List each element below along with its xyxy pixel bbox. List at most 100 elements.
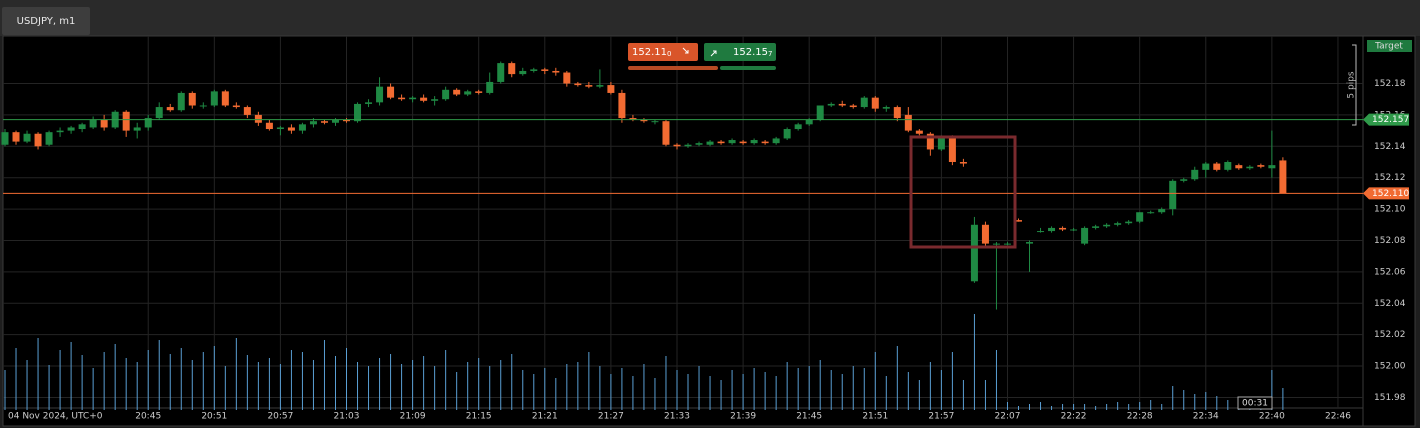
candle-body — [530, 69, 538, 71]
bid-pip[interactable]: 0 — [667, 50, 671, 58]
date-label: 04 Nov 2024, UTC+0 — [8, 412, 103, 422]
candle-body — [948, 136, 956, 162]
candle-body — [904, 114, 912, 131]
candle-body — [871, 97, 879, 109]
y-tick-label: 152.14 — [1374, 142, 1406, 152]
candle-body — [981, 224, 989, 244]
candle-body — [298, 124, 306, 131]
x-tick-label: 21:03 — [334, 412, 360, 422]
x-tick-label: 21:27 — [598, 412, 624, 422]
candle-body — [133, 127, 141, 131]
candle-body — [695, 143, 703, 145]
candle-body — [1081, 227, 1089, 244]
candle-body — [1213, 163, 1221, 170]
candle-body — [640, 119, 648, 122]
candle-body — [926, 133, 934, 150]
candle-body — [287, 127, 295, 131]
candle-body — [1257, 165, 1265, 167]
candle-body — [23, 133, 31, 142]
sell-bar — [628, 66, 718, 70]
candle-body — [541, 69, 549, 71]
x-tick-label: 21:15 — [466, 412, 492, 422]
candle-body — [1125, 221, 1133, 224]
candle-body — [78, 124, 86, 130]
candle-body — [199, 105, 207, 107]
chart-tab[interactable] — [2, 7, 90, 35]
candle-body — [343, 119, 351, 122]
candle-body — [1114, 223, 1122, 225]
bid-main[interactable]: 152.11 — [632, 47, 667, 58]
candle-body — [1235, 165, 1243, 169]
buy-button[interactable] — [704, 43, 776, 61]
candle-body — [1037, 231, 1045, 233]
candle-body — [1169, 180, 1177, 210]
timer-box — [1237, 396, 1273, 410]
candle-body — [331, 119, 339, 123]
x-tick-label: 21:51 — [862, 412, 888, 422]
pips-bracket — [1352, 44, 1357, 126]
candle-body — [354, 103, 362, 122]
candle-body — [12, 132, 20, 142]
bid-price[interactable]: 152.110 — [632, 47, 671, 58]
x-tick-label: 21:39 — [730, 412, 756, 422]
candle-body — [585, 85, 593, 87]
candle-body — [387, 86, 395, 98]
candle-body — [56, 130, 64, 133]
tab-title[interactable]: USDJPY, m1 — [17, 16, 76, 27]
candle-body — [596, 85, 604, 87]
candle-body — [563, 72, 571, 84]
candle-body — [166, 107, 174, 111]
candle-timer: 00:31 — [1242, 399, 1268, 409]
candle-body — [1136, 212, 1144, 222]
candle-body — [309, 121, 317, 125]
candle-body — [717, 141, 725, 144]
candle-body — [1092, 226, 1100, 228]
highlight-box — [909, 135, 1017, 249]
candle-body — [475, 91, 483, 93]
x-tick-label: 22:46 — [1325, 412, 1351, 422]
candle-body — [34, 133, 42, 147]
candle-body — [1026, 242, 1034, 244]
candle-body — [1103, 224, 1111, 227]
x-tick-label: 21:57 — [928, 412, 954, 422]
x-tick-label: 22:22 — [1061, 412, 1087, 422]
candle-body — [684, 144, 692, 147]
chart-area — [2, 35, 1416, 427]
target-tag — [1367, 40, 1412, 52]
price-tag-label: 152.110 — [1372, 189, 1409, 199]
ask-pip[interactable]: 7 — [768, 50, 772, 58]
candle-body — [1, 132, 9, 145]
buy-bar — [720, 66, 776, 70]
candle-body — [937, 136, 945, 150]
candle-body — [750, 140, 758, 144]
ask-main[interactable]: 152.15 — [733, 47, 768, 58]
candle-body — [1180, 179, 1188, 181]
candle-body — [618, 92, 626, 119]
x-tick-label: 20:51 — [201, 412, 227, 422]
candle-body — [629, 118, 637, 120]
x-tick-label: 21:45 — [796, 412, 822, 422]
candle-body — [1048, 227, 1056, 232]
candle-body — [651, 121, 659, 123]
y-tick-label: 152.06 — [1374, 267, 1406, 277]
y-tick-label: 152.18 — [1374, 79, 1406, 89]
candle-body — [1268, 165, 1276, 169]
candle-body — [728, 140, 736, 144]
candle-body — [420, 97, 428, 101]
candle-body — [1224, 162, 1232, 170]
candle-body — [574, 83, 582, 86]
candle-body — [1070, 229, 1078, 231]
candle-body — [398, 97, 406, 100]
candle-body — [122, 111, 130, 131]
x-tick-label: 22:34 — [1193, 412, 1219, 422]
y-tick-label: 152.04 — [1374, 299, 1406, 309]
ask-price[interactable]: 152.157 — [733, 47, 772, 58]
candle-body — [155, 107, 163, 119]
candle-body — [376, 86, 384, 103]
candle-body — [232, 105, 240, 108]
sell-button[interactable] — [628, 43, 698, 61]
candle-body — [221, 91, 229, 106]
candle-body — [662, 121, 670, 145]
